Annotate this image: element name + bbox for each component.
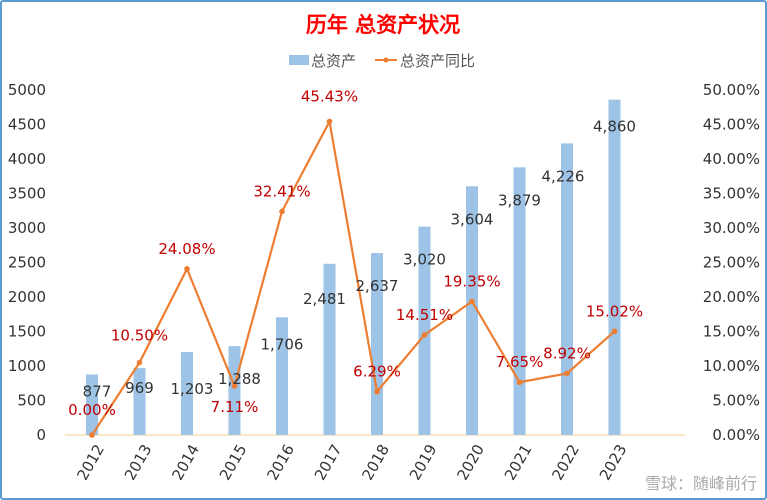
- bar-2019: [418, 226, 431, 435]
- growth-value-label: 32.41%: [253, 182, 310, 200]
- growth-point-2015: [231, 383, 238, 389]
- bar-value-label: 1,203: [171, 380, 214, 398]
- growth-point-2013: [136, 359, 143, 366]
- bar-2020: [466, 186, 478, 435]
- growth-value-label: 8.92%: [543, 344, 591, 362]
- growth-point-2021: [516, 379, 523, 386]
- x-tick-label: 2018: [358, 441, 393, 483]
- y-tick-label: 4500: [8, 116, 46, 134]
- growth-point-2022: [564, 370, 570, 377]
- y2-tick-label: 10.00%: [703, 357, 760, 375]
- bar-value-label: 3,020: [403, 251, 446, 269]
- bar-2013: [133, 368, 146, 435]
- legend-bar-swatch: [289, 55, 309, 65]
- growth-value-label: 0.00%: [68, 401, 116, 419]
- y-tick-label: 2500: [8, 254, 46, 272]
- growth-point-2023: [611, 328, 618, 335]
- growth-value-label: 10.50%: [111, 327, 168, 345]
- y-tick-label: 0: [36, 426, 46, 444]
- growth-point-2012: [89, 432, 95, 438]
- y2-tick-label: 40.00%: [703, 150, 760, 168]
- y-tick-label: 4000: [8, 150, 46, 168]
- y2-tick-label: 45.00%: [703, 116, 760, 134]
- chart-title: 历年 总资产状况: [306, 13, 460, 37]
- growth-point-2016: [279, 208, 285, 215]
- bar-2012: [86, 374, 98, 435]
- watermark: 雪球：随峰前行: [645, 474, 757, 493]
- y-tick-label: 1500: [8, 323, 46, 341]
- bar-value-label: 1,288: [218, 370, 261, 388]
- y2-tick-label: 30.00%: [703, 219, 760, 237]
- bar-value-label: 969: [125, 379, 154, 397]
- growth-value-label: 45.43%: [301, 88, 358, 106]
- x-tick-label: 2021: [501, 441, 536, 483]
- y2-tick-label: 20.00%: [703, 288, 760, 306]
- bar-value-label: 4,860: [593, 118, 636, 136]
- bar-value-label: 3,879: [498, 191, 541, 209]
- growth-value-label: 7.11%: [211, 398, 259, 416]
- y2-tick-label: 0.00%: [712, 426, 760, 444]
- y-tick-label: 500: [17, 392, 46, 410]
- y-tick-label: 2000: [8, 288, 46, 306]
- bar-value-label: 2,637: [356, 277, 399, 295]
- legend-label-assets: 总资产: [311, 52, 356, 70]
- bar-value-label: 3,604: [451, 210, 494, 228]
- y2-tick-label: 5.00%: [712, 392, 760, 410]
- x-tick-label: 2020: [453, 441, 488, 483]
- y2-tick-label: 15.00%: [703, 323, 760, 341]
- bar-value-label: 877: [83, 382, 112, 400]
- legend: 总资产 总资产同比: [289, 52, 475, 70]
- x-tick-label: 2023: [596, 441, 631, 483]
- growth-value-label: 14.51%: [396, 306, 453, 324]
- growth-value-label: 7.65%: [496, 353, 544, 371]
- growth-line: [91, 118, 616, 436]
- growth-value-label: 19.35%: [443, 272, 500, 290]
- bar-value-label: 4,226: [542, 167, 585, 185]
- growth-point-2014: [184, 266, 190, 272]
- y2-tick-label: 35.00%: [703, 185, 760, 203]
- y-tick-label: 1000: [8, 357, 46, 375]
- growth-point-2019: [421, 332, 428, 338]
- y2-tick-label: 25.00%: [703, 254, 760, 272]
- bar-2016: [276, 317, 288, 435]
- bar-2021: [513, 167, 526, 435]
- x-tick-label: 2013: [121, 441, 156, 483]
- growth-point-2020: [469, 298, 475, 305]
- x-tick-label: 2015: [216, 441, 251, 483]
- growth-point-2018: [374, 388, 380, 395]
- bar-2014: [181, 351, 193, 435]
- bar-2022: [561, 143, 573, 435]
- y2-tick-label: 50.00%: [703, 81, 760, 99]
- y-tick-label: 5000: [8, 81, 46, 99]
- x-tick-label: 2016: [263, 441, 298, 483]
- bar-2023: [608, 99, 621, 435]
- growth-value-label: 15.02%: [586, 302, 643, 320]
- growth-value-label: 6.29%: [353, 363, 401, 381]
- bar-value-label: 2,481: [303, 290, 346, 308]
- x-tick-label: 2017: [311, 441, 346, 483]
- y-tick-label: 3000: [8, 219, 46, 237]
- x-tick-label: 2012: [73, 441, 108, 483]
- legend-label-growth: 总资产同比: [400, 52, 475, 70]
- growth-value-label: 24.08%: [158, 240, 215, 258]
- x-tick-label: 2019: [406, 441, 441, 483]
- bar-2015: [228, 346, 241, 435]
- growth-point-2017: [326, 118, 333, 125]
- x-tick-label: 2022: [548, 441, 583, 483]
- x-tick-label: 2014: [168, 441, 203, 483]
- legend-line-marker: [383, 57, 389, 63]
- bar-value-label: 1,706: [261, 335, 304, 353]
- y-tick-label: 3500: [8, 185, 46, 203]
- bar-2017: [323, 263, 336, 435]
